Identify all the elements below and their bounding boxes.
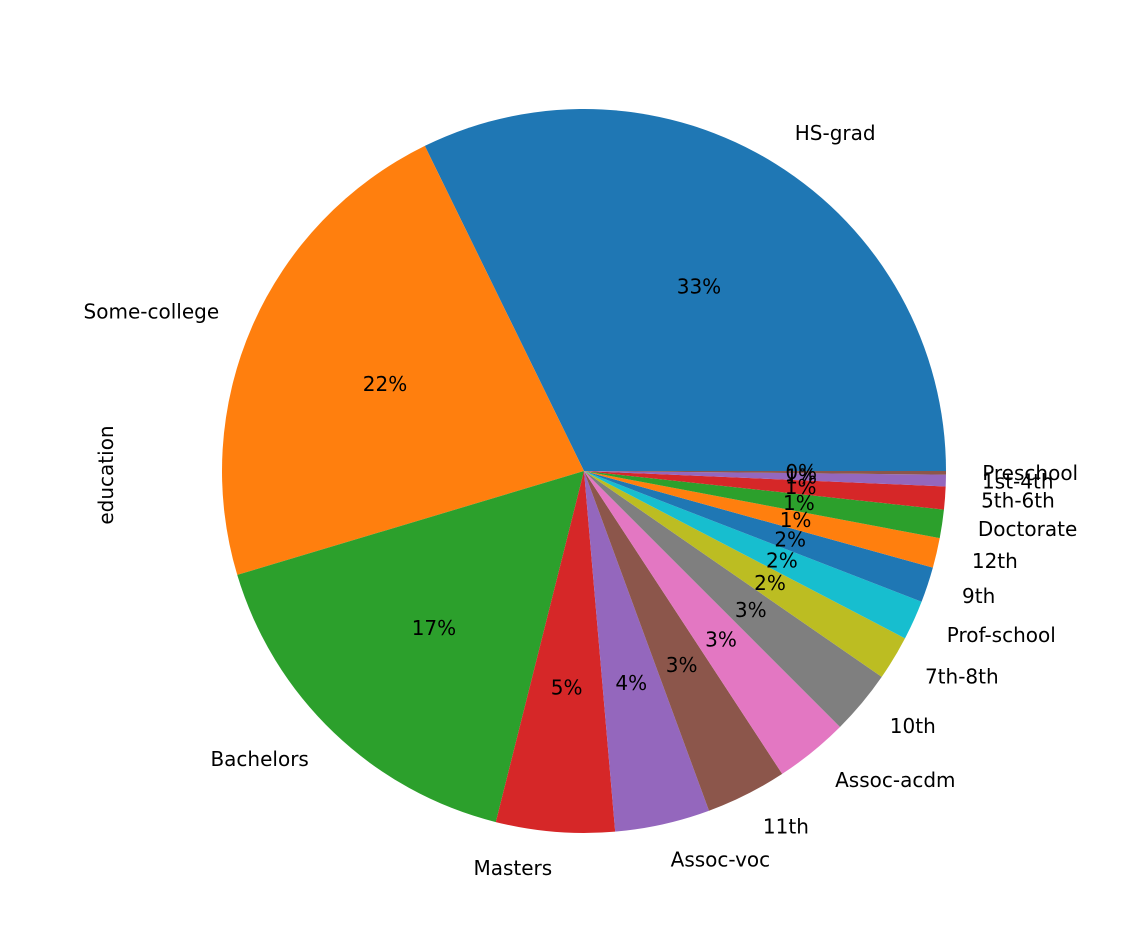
category-label-prof-school: Prof-school [947,623,1056,647]
y-axis-label: education [94,425,118,524]
slice-11th [584,471,783,811]
slice-preschool [584,471,946,475]
slice-1st-4th [584,471,946,487]
category-label-masters: Masters [473,856,552,880]
category-label-5th-6th: 5th-6th [981,489,1055,513]
category-label-some-college: Some-college [84,299,220,323]
pct-label-doctorate: 1% [783,491,815,515]
pct-label-assoc-voc: 4% [615,671,647,695]
category-label-hs-grad: HS-grad [795,121,876,145]
pct-label-9th: 2% [774,527,806,551]
pct-label-5th-6th: 1% [785,475,817,499]
slice-hs-grad [424,108,947,471]
percentage-labels: 33%22%17%5% 4%3%3%3%2%2%2%1%1%1%1%0% [363,275,817,700]
slice-9th [584,471,933,602]
pct-label-7th-8th: 2% [754,571,786,595]
pct-label-11th: 3% [666,653,698,677]
slice-doctorate [584,471,944,539]
slice-7th-8th [584,471,905,677]
slice-prof-school [584,471,922,639]
pct-label-masters: 5% [551,676,583,700]
category-label-9th: 9th [962,584,995,608]
pie-slices [221,108,947,834]
slice-assoc-acdm [584,471,840,774]
category-label-12th: 12th [972,549,1018,573]
pct-label-10th: 3% [735,598,767,622]
slice-bachelors [237,471,585,823]
pct-label-bachelors: 17% [412,616,456,640]
category-label-assoc-voc: Assoc-voc [671,848,771,872]
pct-label-assoc-acdm: 3% [705,628,737,652]
category-label-doctorate: Doctorate [978,517,1077,541]
slice-12th [584,471,940,568]
pct-label-hs-grad: 33% [677,275,721,299]
pct-label-1st-4th: 1% [785,465,817,489]
pct-label-preschool: 0% [785,460,817,484]
slice-some-college [221,145,584,575]
category-label-10th: 10th [890,714,936,738]
slice-5th-6th [584,471,946,510]
category-label-1st-4th: 1st-4th [982,470,1053,494]
pct-label-12th: 1% [780,508,812,532]
category-label-preschool: Preschool [982,461,1078,485]
category-labels: HS-grad Some-college Bachelors Masters Assoc… [84,121,1079,880]
slice-masters [495,471,616,834]
pct-label-prof-school: 2% [766,549,798,573]
slice-assoc-voc [584,471,710,832]
category-label-7th-8th: 7th-8th [925,665,999,689]
category-label-11th: 11th [763,815,809,839]
slice-10th [584,471,882,727]
category-label-bachelors: Bachelors [210,747,308,771]
pct-label-some-college: 22% [363,372,407,396]
category-label-assoc-acdm: Assoc-acdm [835,768,955,792]
